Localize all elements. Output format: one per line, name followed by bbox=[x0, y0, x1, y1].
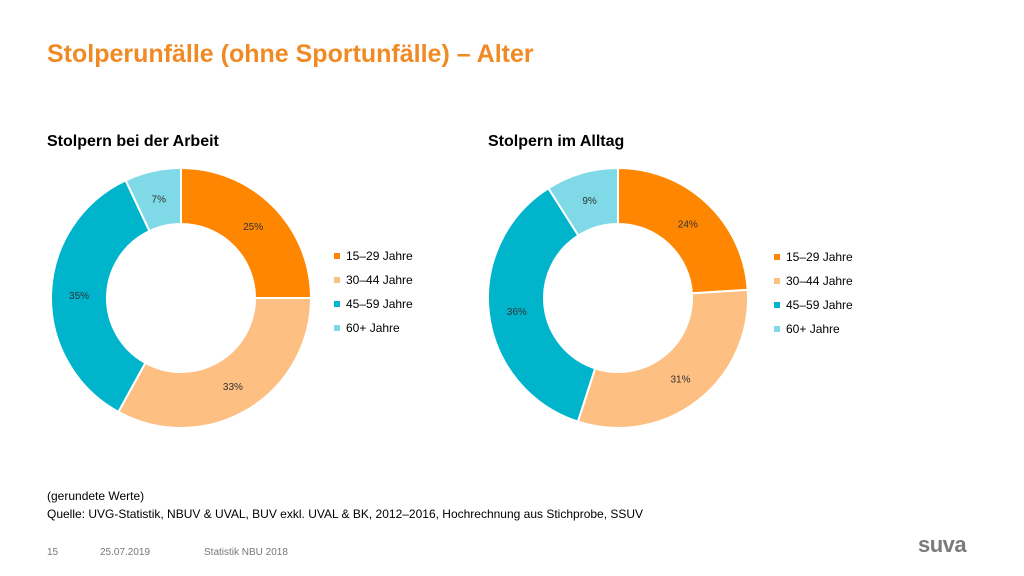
slice-label-0: 25% bbox=[243, 222, 263, 233]
legend-label: 60+ Jahre bbox=[786, 322, 840, 336]
legend-label: 15–29 Jahre bbox=[346, 249, 413, 263]
legend-item: 60+ Jahre bbox=[334, 316, 413, 340]
legend-label: 30–44 Jahre bbox=[346, 273, 413, 287]
footer-label: Statistik NBU 2018 bbox=[204, 547, 288, 558]
legend-arbeit: 15–29 Jahre 30–44 Jahre 45–59 Jahre 60+ … bbox=[334, 244, 413, 340]
legend-swatch-1 bbox=[334, 277, 340, 283]
source-note: Quelle: UVG-Statistik, NBUV & UVAL, BUV … bbox=[47, 507, 644, 521]
suva-logo: suva bbox=[918, 532, 967, 557]
donut-slice-0 bbox=[617, 166, 749, 295]
footer-date: 25.07.2019 bbox=[100, 547, 151, 558]
legend-swatch-0 bbox=[774, 254, 780, 260]
legend-swatch-0 bbox=[334, 253, 340, 259]
legend-label: 45–59 Jahre bbox=[786, 298, 853, 312]
legend-item: 45–59 Jahre bbox=[774, 293, 853, 317]
legend-swatch-3 bbox=[774, 326, 780, 332]
donut-slice-3 bbox=[546, 166, 619, 237]
donut-chart-arbeit: 25% 33% 35% 7% bbox=[50, 166, 313, 429]
slice-label-3: 7% bbox=[152, 194, 167, 205]
legend-item: 15–29 Jahre bbox=[334, 244, 413, 268]
donut-slice-2 bbox=[50, 179, 151, 414]
donut-slice-1 bbox=[576, 288, 749, 429]
legend-item: 60+ Jahre bbox=[774, 317, 853, 341]
slice-label-0: 24% bbox=[678, 220, 698, 231]
legend-item: 30–44 Jahre bbox=[334, 268, 413, 292]
page-number: 15 bbox=[47, 547, 59, 558]
legend-alltag: 15–29 Jahre 30–44 Jahre 45–59 Jahre 60+ … bbox=[774, 245, 853, 341]
donut-chart-alltag: 24% 31% 36% 9% bbox=[487, 166, 749, 429]
legend-swatch-2 bbox=[774, 302, 780, 308]
legend-swatch-3 bbox=[334, 325, 340, 331]
page-title: Stolperunfälle (ohne Sportunfälle) – Alt… bbox=[47, 40, 534, 68]
legend-swatch-1 bbox=[774, 278, 780, 284]
donut-slice-2 bbox=[487, 186, 597, 423]
legend-label: 15–29 Jahre bbox=[786, 250, 853, 264]
donut-slice-1 bbox=[117, 297, 313, 429]
legend-item: 30–44 Jahre bbox=[774, 269, 853, 293]
legend-label: 30–44 Jahre bbox=[786, 274, 853, 288]
donut-slice-0 bbox=[180, 166, 313, 299]
legend-swatch-2 bbox=[334, 301, 340, 307]
legend-item: 15–29 Jahre bbox=[774, 245, 853, 269]
slice-label-1: 33% bbox=[223, 382, 243, 393]
slice-label-1: 31% bbox=[671, 375, 691, 386]
slice-label-2: 36% bbox=[507, 307, 527, 318]
legend-item: 45–59 Jahre bbox=[334, 292, 413, 316]
slice-label-3: 9% bbox=[582, 196, 597, 207]
chart-2-title: Stolpern im Alltag bbox=[488, 133, 625, 150]
rounded-note: (gerundete Werte) bbox=[47, 489, 145, 503]
slice-label-2: 35% bbox=[69, 291, 89, 302]
legend-label: 60+ Jahre bbox=[346, 321, 400, 335]
donut-slice-3 bbox=[124, 166, 182, 233]
legend-label: 45–59 Jahre bbox=[346, 297, 413, 311]
chart-1-title: Stolpern bei der Arbeit bbox=[47, 133, 219, 150]
